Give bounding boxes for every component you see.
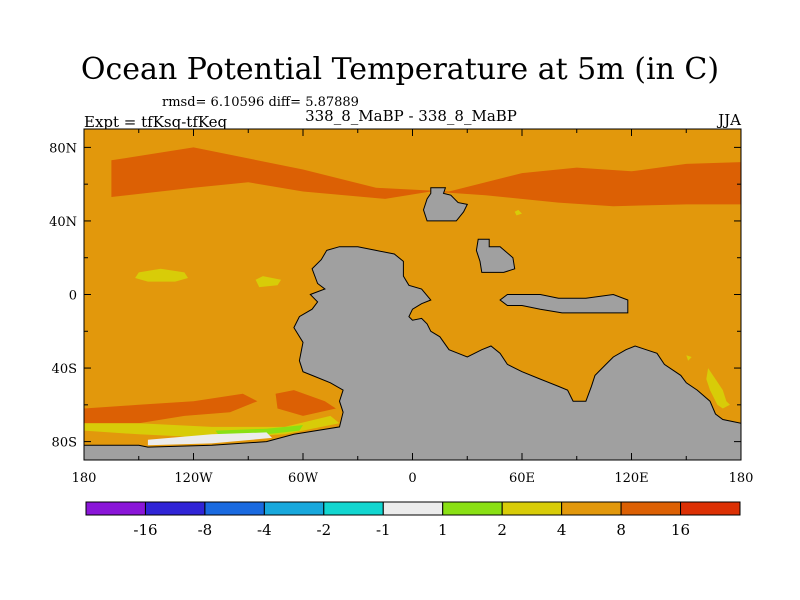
field-region-ne-yellow-dot <box>514 209 522 216</box>
y-tick-label: 80S <box>52 436 77 451</box>
y-tick-label: 0 <box>69 289 77 304</box>
field-region-s-yellow-dot <box>686 355 692 361</box>
land-south-america-antarctica <box>84 246 741 460</box>
land-maritime-continent <box>499 293 629 314</box>
colorbar-swatch <box>144 501 206 516</box>
colorbar-swatch <box>263 501 325 516</box>
colorbar-swatch <box>680 501 741 516</box>
colorbar-label: 4 <box>557 521 567 539</box>
x-tick-label: 60E <box>509 471 535 486</box>
colorbar-label: 16 <box>671 521 690 539</box>
x-tick-label: 120E <box>614 471 648 486</box>
colorbar-swatch <box>323 501 384 516</box>
field-region-north-warm-band <box>111 147 741 207</box>
colorbar-label: -1 <box>376 521 391 539</box>
field-region-tropical-anomaly-west <box>135 268 188 282</box>
x-tick-label: 120W <box>174 471 213 486</box>
y-tick-label: 40N <box>49 215 77 230</box>
experiment-label: Expt = tfKsq-tfKeq <box>84 113 228 131</box>
stats-text: rmsd= 6.10596 diff= 5.87889 <box>162 95 359 110</box>
colorbar-swatch <box>382 501 444 516</box>
field-region-south-warm-band <box>84 393 258 424</box>
y-tick-label: 80N <box>49 141 77 156</box>
colorbar-label: -16 <box>133 521 157 539</box>
land-arabia-block <box>475 238 516 273</box>
field-region-tropical-anomaly-east <box>255 276 282 288</box>
field-region-white-patch <box>147 432 272 446</box>
colorbar-swatch <box>85 501 146 516</box>
axes: 180 120W 60W 0 60E 120E 180 80N 40N 0 40S 80S <box>49 128 754 486</box>
x-tick-label: 0 <box>408 471 416 486</box>
colorbar: -16 -8 -4 -2 -1 1 2 4 8 16 <box>85 501 741 539</box>
colorbar-swatch <box>442 501 503 516</box>
field-region-weddell-warm-patch <box>275 390 336 416</box>
x-tick-label: 180 <box>72 471 97 486</box>
x-tick-label: 180 <box>729 471 754 486</box>
x-tick-label: 60W <box>288 471 319 486</box>
y-tick-label: 40S <box>52 362 77 377</box>
chart-title: Ocean Potential Temperature at 5m (in C) <box>80 52 720 87</box>
plot-area <box>84 129 741 460</box>
colorbar-swatch <box>501 501 563 516</box>
colorbar-label: 8 <box>616 521 626 539</box>
colorbar-label: 2 <box>497 521 507 539</box>
colorbar-label: -2 <box>317 521 332 539</box>
field-region-indian-ocean-yellow <box>706 368 730 409</box>
colorbar-swatch <box>204 501 265 516</box>
colorbar-label: -4 <box>257 521 272 539</box>
colorbar-label: -8 <box>198 521 213 539</box>
colorbar-label: 1 <box>438 521 448 539</box>
season-label: JJA <box>718 111 741 129</box>
colorbar-swatch <box>620 501 682 516</box>
colorbar-swatch <box>561 501 622 516</box>
run-label: 338_8_MaBP - 338_8_MaBP <box>305 107 517 125</box>
land-north-africa-block <box>422 187 469 222</box>
